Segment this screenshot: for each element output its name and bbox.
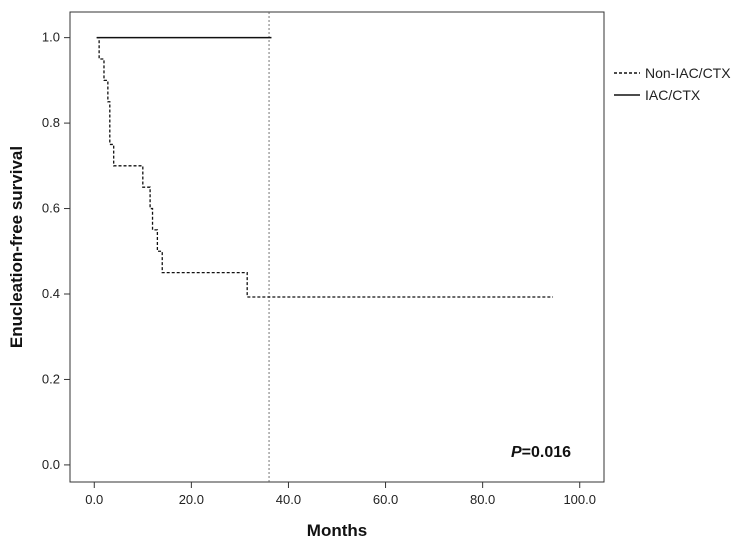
y-tick-label: 0.6 [42, 201, 60, 216]
y-tick-label: 0.4 [42, 286, 60, 301]
y-axis-title: Enucleation-free survival [7, 146, 26, 348]
y-tick-label: 0.0 [42, 457, 60, 472]
x-tick-label: 40.0 [276, 492, 301, 507]
legend-label: IAC/CTX [645, 87, 701, 103]
series-layer [96, 36, 554, 298]
y-axis: 0.0 0.2 0.4 0.6 0.8 1.0 [42, 30, 70, 472]
x-axis: 0.0 20.0 40.0 60.0 80.0 100.0 [85, 482, 596, 507]
legend: Non-IAC/CTX IAC/CTX [614, 65, 731, 103]
x-tick-label: 0.0 [85, 492, 103, 507]
y-tick-label: 0.8 [42, 115, 60, 130]
x-axis-title: Months [307, 521, 367, 540]
p-value-label: P [511, 444, 522, 461]
legend-label: Non-IAC/CTX [645, 65, 731, 81]
y-tick-label: 0.2 [42, 371, 60, 386]
p-value-number: =0.016 [522, 444, 571, 461]
x-tick-label: 80.0 [470, 492, 495, 507]
plot-frame [69, 11, 605, 483]
series-line [96, 36, 554, 298]
x-tick-label: 60.0 [373, 492, 398, 507]
x-tick-label: 100.0 [563, 492, 596, 507]
y-tick-label: 1.0 [42, 30, 60, 45]
p-value-annotation: P=0.016 [511, 444, 571, 461]
x-tick-label: 20.0 [179, 492, 204, 507]
